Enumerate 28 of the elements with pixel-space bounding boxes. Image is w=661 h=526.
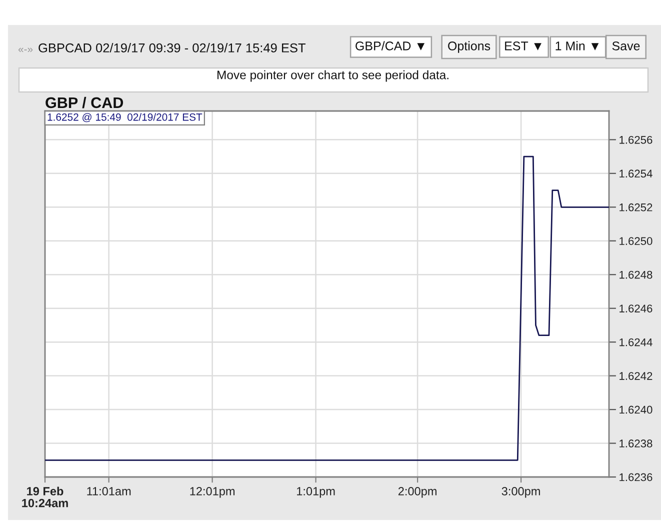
y-tick-label: 1.6254: [620, 170, 652, 178]
text: Options: [448, 41, 490, 53]
text: Save: [612, 42, 640, 50]
text: 1 Min ▼: [556, 41, 599, 50]
x-tick-label: 11:01am: [87, 487, 131, 496]
y-tick-label: 1.6238: [620, 440, 652, 448]
y-tick-label: 1.6242: [620, 372, 652, 380]
line-series: [45, 156, 609, 461]
text: Move pointer over chart to see period data.: [217, 70, 448, 82]
chart-title: GBP / CAD: [46, 96, 124, 108]
text: EST ▼: [505, 42, 542, 50]
y-tick-label: 1.6236: [620, 473, 652, 482]
chart-subtitle: GBPCAD 02/19/17 09:39 - 02/19/17 15:49 EST: [38, 43, 306, 52]
x-tick-label: 12:01pm: [190, 487, 234, 498]
x-tick-label: 2:00pm: [398, 487, 436, 498]
text: «-»: [18, 48, 33, 52]
annotation: 1.6252 @ 15:49 02/19/2017 EST: [48, 113, 202, 122]
y-tick-label: 1.6246: [620, 304, 652, 312]
y-tick-label: 1.6240: [620, 406, 652, 414]
y-tick-label: 1.6252: [620, 203, 652, 212]
y-tick-label: 1.6256: [620, 136, 652, 144]
y-tick-label: 1.6248: [620, 270, 652, 279]
x-tick-label: 19 Feb 10:24am: [22, 486, 68, 508]
y-tick-label: 1.6244: [620, 338, 652, 346]
x-tick-label: 3:00pm: [502, 487, 540, 498]
x-tick-label: 1:01pm: [297, 487, 335, 498]
y-tick-label: 1.6250: [620, 237, 652, 246]
text: GBP/CAD ▼: [356, 41, 425, 50]
